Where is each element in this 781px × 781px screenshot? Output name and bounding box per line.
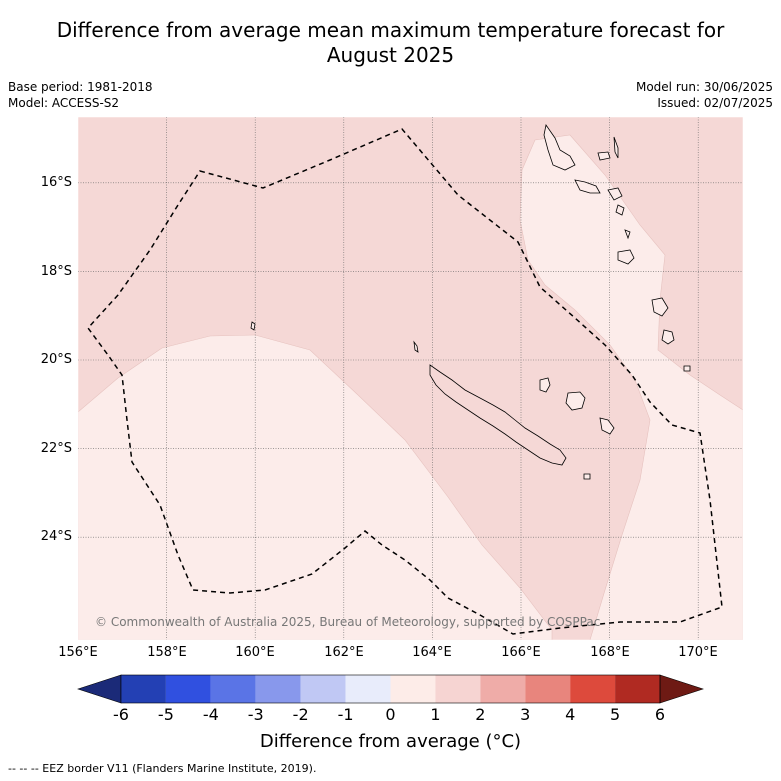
colorbar-tick-label: 3	[520, 705, 531, 724]
map-area	[78, 117, 743, 640]
lon-label-158e: 158°E	[147, 645, 187, 660]
colorbar-frame	[120, 674, 661, 704]
colorbar-extend-high	[659, 674, 704, 704]
issued-date: Issued: 02/07/2025	[657, 96, 773, 110]
base-period: Base period: 1981-2018	[8, 80, 153, 94]
anomaly-region-southwest	[78, 334, 553, 640]
colorbar-tick-label: 1	[430, 705, 441, 724]
lon-label-162e: 162°E	[324, 645, 364, 660]
colorbar-tick-label: -4	[202, 705, 219, 724]
colorbar-tick-label: -5	[157, 705, 174, 724]
colorbar-segment	[345, 675, 391, 703]
loyalty-islands	[250, 321, 615, 480]
colorbar-segment	[300, 675, 346, 703]
meta-left: Base period: 1981-2018 Model: ACCESS-S2	[8, 79, 153, 111]
colorbar-tick-label: 5	[609, 705, 621, 724]
colorbar-segment	[210, 675, 256, 703]
lat-label-20s: 20°S	[40, 352, 72, 367]
colorbar-tick-label: -6	[113, 705, 129, 724]
model-name: Model: ACCESS-S2	[8, 96, 120, 110]
colorbar-segment	[435, 675, 481, 703]
eez-legend-footer: -- -- -- EEZ border V11 (Flanders Marine…	[8, 762, 317, 775]
colorbar-title: Difference from average (°C)	[259, 731, 522, 752]
colorbar-extend-low	[77, 674, 122, 704]
gridlines	[78, 117, 743, 640]
map-title: Difference from average mean maximum tem…	[0, 18, 781, 68]
colorbar-segment	[390, 675, 436, 703]
copyright-text: © Commonwealth of Australia 2025, Bureau…	[95, 615, 600, 629]
colorbar-segment	[165, 675, 211, 703]
colorbar-segment	[255, 675, 301, 703]
title-line-1: Difference from average mean maximum tem…	[56, 18, 725, 42]
lat-label-24s: 24°S	[40, 529, 72, 544]
colorbar-tick-label: -3	[247, 705, 264, 724]
lon-label-168e: 168°E	[590, 645, 630, 660]
colorbar-segment	[121, 675, 166, 703]
colorbar-tick-label: -1	[337, 705, 354, 724]
colorbar-tick-label: 4	[565, 705, 576, 724]
colorbar-tick-label: 0	[385, 705, 396, 724]
lon-label-160e: 160°E	[235, 645, 275, 660]
colorbar-tick-label: 6	[654, 705, 666, 724]
colorbar-segment	[480, 675, 526, 703]
lat-label-16s: 16°S	[40, 175, 72, 190]
map-frame	[77, 116, 744, 641]
title-line-2: August 2025	[326, 43, 455, 67]
colorbar-segment	[615, 675, 660, 703]
colorbar-tick-label: 2	[475, 705, 486, 724]
new-caledonia-island	[429, 364, 567, 466]
lon-label-166e: 166°E	[501, 645, 541, 660]
lon-label-164e: 164°E	[412, 645, 452, 660]
colorbar	[77, 674, 704, 704]
colorbar-segment	[525, 675, 571, 703]
vanuatu-islands	[543, 123, 691, 372]
lon-label-170e: 170°E	[678, 645, 718, 660]
colorbar-segment	[570, 675, 616, 703]
model-run: Model run: 30/06/2025	[635, 80, 773, 94]
lat-label-22s: 22°S	[40, 441, 72, 456]
anomaly-region-east	[519, 134, 743, 640]
eez-border	[87, 128, 723, 635]
lon-label-156e: 156°E	[58, 645, 98, 660]
lat-label-18s: 18°S	[40, 264, 72, 279]
meta-right: Model run: 30/06/2025 Issued: 02/07/2025	[636, 79, 773, 111]
colorbar-tick-label: -2	[292, 705, 309, 724]
